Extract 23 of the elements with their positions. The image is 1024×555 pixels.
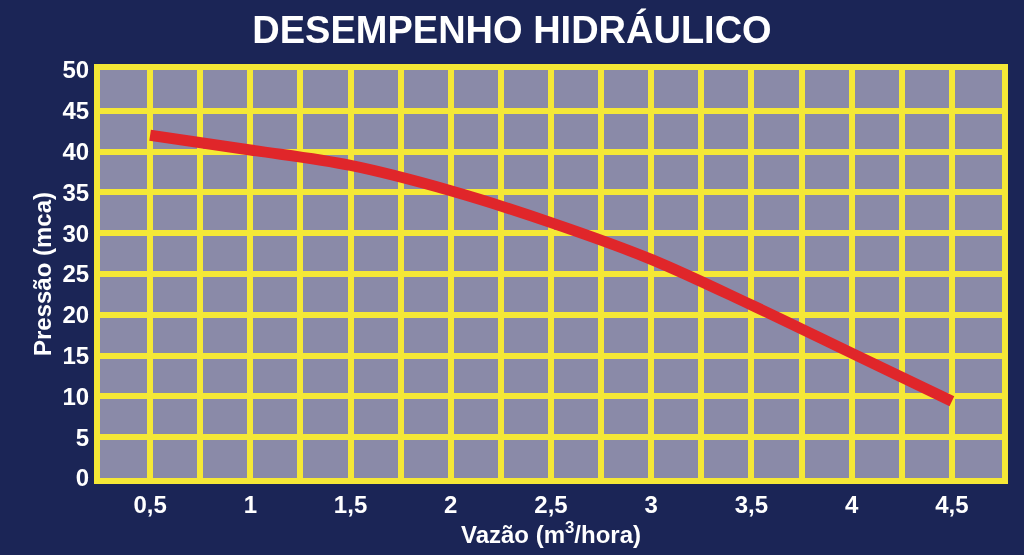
y-tick-label: 35 — [62, 178, 90, 206]
x-tick-label: 4,5 — [935, 490, 969, 518]
x-tick-label: 2,5 — [534, 490, 568, 518]
y-tick-label: 0 — [75, 464, 90, 492]
x-axis-title: Vazão (m$^{3}$/hora) — [460, 517, 642, 548]
x-tick-label: 1 — [243, 490, 258, 518]
chart-title: DESEMPENHO HIDRÁULICO — [252, 8, 772, 52]
y-tick-label: 25 — [62, 260, 90, 288]
y-tick-label: 30 — [62, 219, 90, 247]
y-tick-label: 5 — [75, 423, 90, 451]
x-tick-label: 4 — [844, 490, 859, 518]
y-tick-label: 50 — [62, 56, 90, 84]
y-tick-label: 10 — [62, 382, 90, 410]
y-tick-label: 15 — [62, 342, 90, 369]
y-tick-label: 45 — [62, 97, 90, 125]
y-axis-title: Pressão (mca) — [29, 191, 57, 357]
y-tick-label: 40 — [62, 138, 90, 165]
x-tick-label: 3,5 — [734, 490, 769, 518]
x-tick-label: 1,5 — [333, 490, 368, 518]
x-tick-label: 2 — [444, 490, 458, 518]
y-tick-label: 20 — [62, 301, 90, 329]
x-tick-label: 3 — [644, 490, 658, 518]
x-tick-label: 0,5 — [133, 490, 167, 518]
